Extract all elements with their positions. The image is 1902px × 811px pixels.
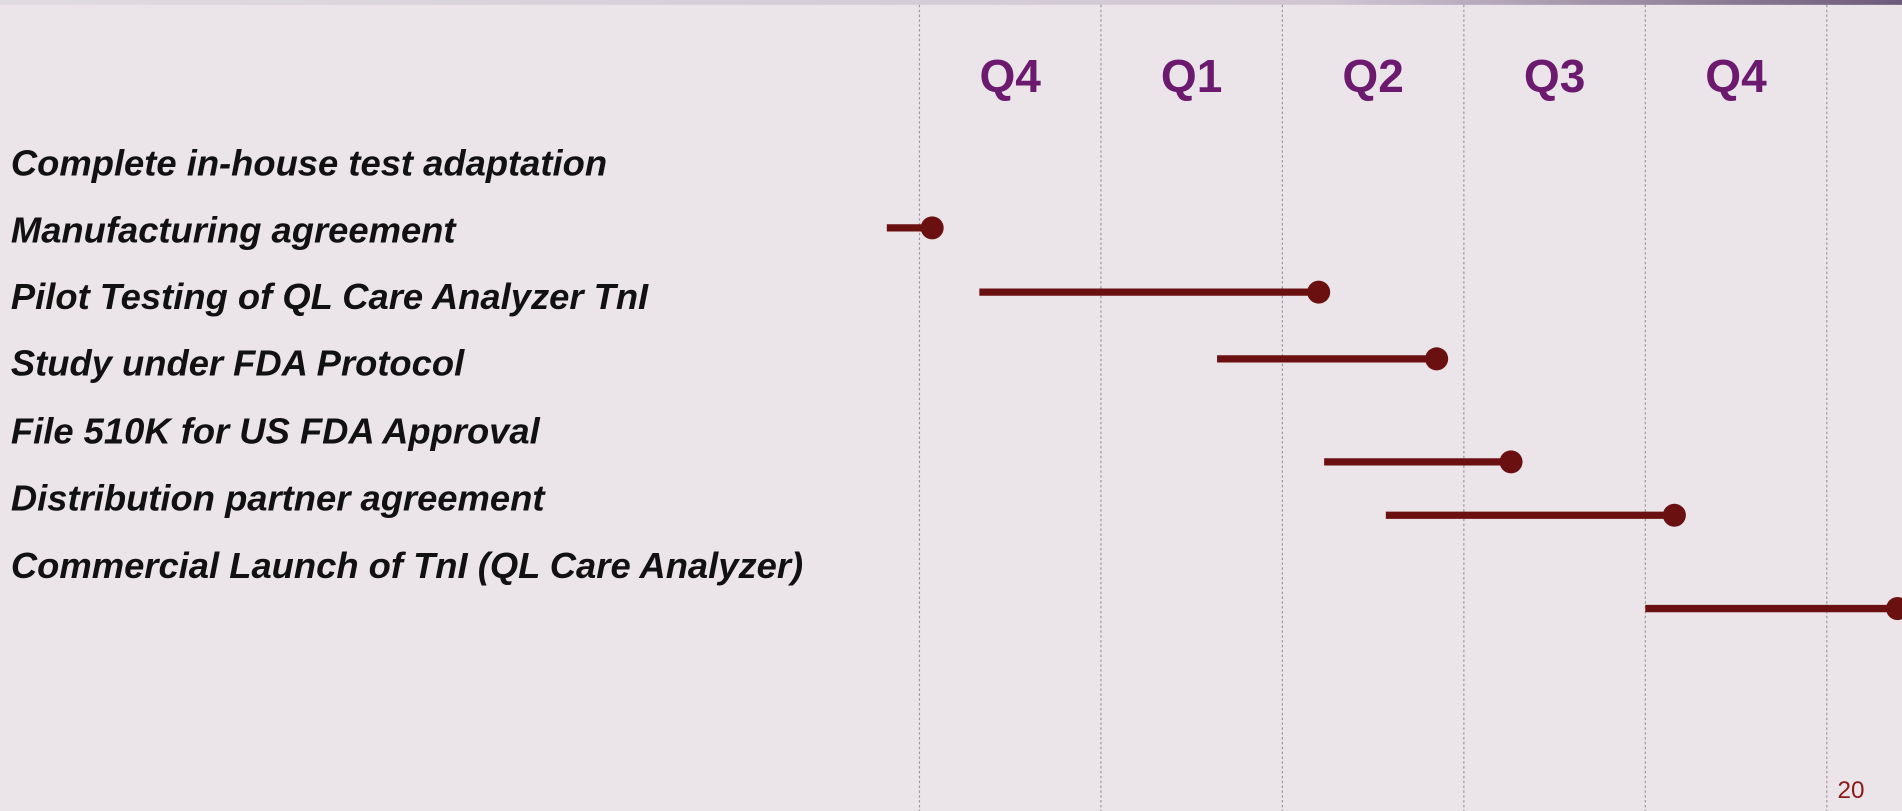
task-label: File 510K for US FDA Approval xyxy=(11,411,541,452)
task-label: Complete in-house test adaptation xyxy=(11,143,607,184)
quarter-label: Q1 xyxy=(1161,50,1222,102)
task-end-dot xyxy=(1886,597,1902,621)
quarter-label: Q4 xyxy=(979,50,1041,102)
task-label: Distribution partner agreement xyxy=(11,477,546,518)
task-label: Manufacturing agreement xyxy=(11,209,457,250)
task-label: Study under FDA Protocol xyxy=(11,343,465,384)
top-strip xyxy=(0,0,1902,5)
task-end-dot xyxy=(1499,450,1523,474)
task-label: Pilot Testing of QL Care Analyzer TnI xyxy=(11,276,649,317)
task-label: Commercial Launch of TnI (QL Care Analyz… xyxy=(11,545,803,586)
quarter-label: Q3 xyxy=(1524,50,1585,102)
task-end-dot xyxy=(1425,347,1449,371)
quarter-label: Q2 xyxy=(1342,50,1403,102)
quarter-label: Q4 xyxy=(1705,50,1767,102)
page-number: 20 xyxy=(1838,777,1865,804)
task-end-dot xyxy=(1662,503,1686,527)
task-end-dot xyxy=(920,216,944,240)
task-end-dot xyxy=(1307,280,1331,304)
